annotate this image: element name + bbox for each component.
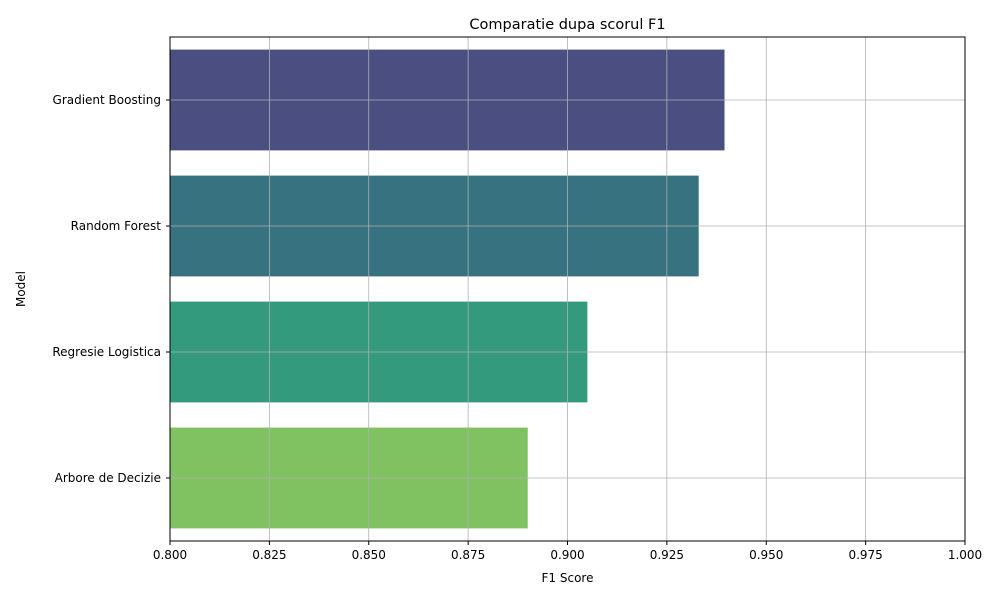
- x-tick-label: 0.950: [749, 548, 783, 562]
- y-axis-title: Model: [14, 271, 28, 307]
- x-tick-label: 0.800: [153, 548, 187, 562]
- y-tick-label: Gradient Boosting: [53, 93, 161, 107]
- bars: [170, 49, 725, 529]
- x-tick-label: 1.000: [948, 548, 982, 562]
- y-tick-label: Random Forest: [71, 219, 162, 233]
- y-tick-label: Arbore de Decizie: [55, 471, 161, 485]
- x-tick-label: 0.825: [252, 548, 286, 562]
- x-tick-label: 0.975: [848, 548, 882, 562]
- x-tick-label: 0.925: [650, 548, 684, 562]
- x-tick-label: 0.850: [352, 548, 386, 562]
- x-axis-ticks: 0.800 0.825 0.850 0.875 0.900 0.925 0.950 0.975…: [153, 541, 982, 562]
- x-axis-title: F1 Score: [542, 571, 594, 585]
- x-tick-label: 0.900: [550, 548, 584, 562]
- y-axis-ticks: Gradient Boosting Random Forest Regresie L…: [52, 93, 170, 485]
- chart-title: Comparatie dupa scorul F1: [469, 17, 665, 33]
- y-tick-label: Regresie Logistica: [52, 345, 161, 359]
- x-tick-label: 0.875: [451, 548, 485, 562]
